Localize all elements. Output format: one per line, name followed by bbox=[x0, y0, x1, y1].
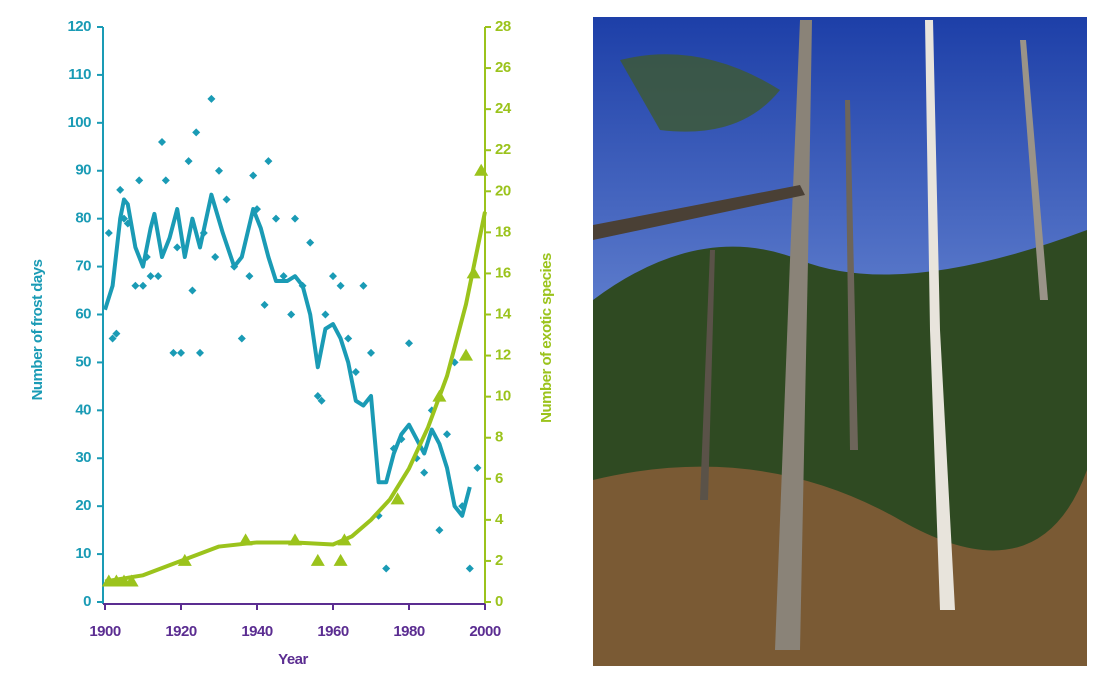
species-point bbox=[310, 553, 325, 566]
y-tick-label: 120 bbox=[67, 18, 91, 35]
x-tick-label: 1980 bbox=[393, 623, 425, 640]
x-axis-label: Year bbox=[278, 651, 308, 668]
frost-point bbox=[237, 334, 246, 343]
frost-point bbox=[344, 334, 353, 343]
frost-point bbox=[158, 138, 166, 146]
frost-point bbox=[188, 286, 197, 295]
frost-point bbox=[169, 348, 178, 357]
frost-point bbox=[291, 214, 299, 223]
frost-point bbox=[465, 564, 474, 573]
y-axis-label: Number of frost days bbox=[29, 259, 46, 400]
frost-point bbox=[161, 176, 170, 185]
y2-tick-label: 26 bbox=[495, 59, 511, 76]
frost-point bbox=[264, 157, 273, 166]
frost-point bbox=[321, 310, 330, 319]
species-point bbox=[333, 553, 348, 566]
frost-point bbox=[336, 281, 345, 290]
frost-point bbox=[367, 348, 375, 357]
y-tick-label: 90 bbox=[75, 162, 91, 179]
trend-line bbox=[104, 211, 487, 584]
y2-tick-label: 4 bbox=[495, 511, 504, 528]
frost-point bbox=[443, 430, 451, 439]
y2-tick-label: 20 bbox=[495, 182, 511, 199]
species-point bbox=[390, 492, 405, 505]
x-tick-label: 1960 bbox=[317, 623, 349, 640]
species-point bbox=[459, 348, 473, 361]
y-tick-label: 60 bbox=[75, 305, 91, 322]
y-tick-label: 110 bbox=[68, 66, 91, 83]
frost-point bbox=[108, 334, 117, 343]
frost-point bbox=[306, 238, 315, 247]
y-tick-label: 80 bbox=[75, 210, 91, 227]
y-tick-label: 40 bbox=[75, 401, 91, 418]
y2-tick-label: 24 bbox=[495, 100, 512, 117]
y2-tick-label: 14 bbox=[495, 305, 512, 322]
y-tick-label: 10 bbox=[75, 545, 91, 562]
frost-point bbox=[222, 195, 231, 204]
frost-point bbox=[313, 391, 322, 400]
y-tick-label: 20 bbox=[75, 497, 91, 514]
frost-point bbox=[184, 157, 193, 166]
y2-tick-label: 8 bbox=[495, 429, 503, 446]
frost-point bbox=[473, 463, 482, 472]
frost-point bbox=[272, 214, 280, 223]
frost-point bbox=[382, 564, 391, 573]
frost-point bbox=[146, 272, 155, 281]
y2-axis-label: Number of exotic species bbox=[538, 253, 555, 423]
x-tick-label: 1900 bbox=[89, 623, 121, 640]
frost-point bbox=[196, 348, 204, 357]
frost-point bbox=[131, 281, 140, 290]
frost-point bbox=[207, 94, 216, 103]
frost-point bbox=[173, 243, 182, 252]
y-tick-label: 0 bbox=[83, 593, 91, 610]
frost-point bbox=[135, 176, 144, 185]
y2-tick-label: 22 bbox=[495, 141, 511, 158]
trend-line bbox=[103, 192, 472, 518]
frost-point bbox=[116, 185, 125, 194]
frost-point bbox=[359, 281, 368, 290]
frost-point bbox=[154, 272, 163, 281]
forest-photo bbox=[593, 17, 1087, 666]
frost-point bbox=[287, 310, 296, 319]
species-point bbox=[124, 574, 139, 587]
frost-point bbox=[192, 128, 201, 137]
frost-point bbox=[112, 329, 121, 338]
y2-tick-label: 10 bbox=[495, 388, 511, 405]
y2-tick-label: 6 bbox=[495, 470, 503, 487]
frost-point bbox=[177, 348, 185, 357]
frost-point bbox=[215, 166, 223, 175]
y-tick-label: 50 bbox=[75, 353, 91, 370]
frost-point bbox=[329, 272, 337, 281]
x-tick-label: 2000 bbox=[469, 623, 501, 640]
frost-point bbox=[279, 272, 288, 281]
frost-point bbox=[104, 229, 113, 238]
frost-point bbox=[139, 281, 147, 290]
y-tick-label: 100 bbox=[67, 114, 91, 131]
y2-tick-label: 2 bbox=[495, 552, 503, 569]
y2-tick-label: 0 bbox=[495, 593, 503, 610]
y-tick-label: 70 bbox=[75, 258, 91, 275]
x-tick-label: 1920 bbox=[165, 623, 197, 640]
frost-point bbox=[435, 526, 444, 535]
y-tick-label: 30 bbox=[75, 449, 91, 466]
frost-point bbox=[245, 272, 254, 281]
frost-point bbox=[211, 253, 220, 261]
y2-tick-label: 12 bbox=[495, 347, 511, 364]
frost-point bbox=[317, 396, 326, 405]
frost-point bbox=[351, 368, 360, 376]
frost-point bbox=[405, 339, 413, 348]
x-tick-label: 1940 bbox=[241, 623, 273, 640]
frost-point bbox=[420, 468, 429, 477]
y2-tick-label: 16 bbox=[495, 264, 511, 281]
species-point bbox=[474, 163, 489, 176]
frost-point bbox=[260, 300, 269, 309]
y2-tick-label: 18 bbox=[495, 223, 511, 240]
frost-point bbox=[249, 171, 258, 180]
y2-tick-label: 28 bbox=[495, 18, 511, 35]
